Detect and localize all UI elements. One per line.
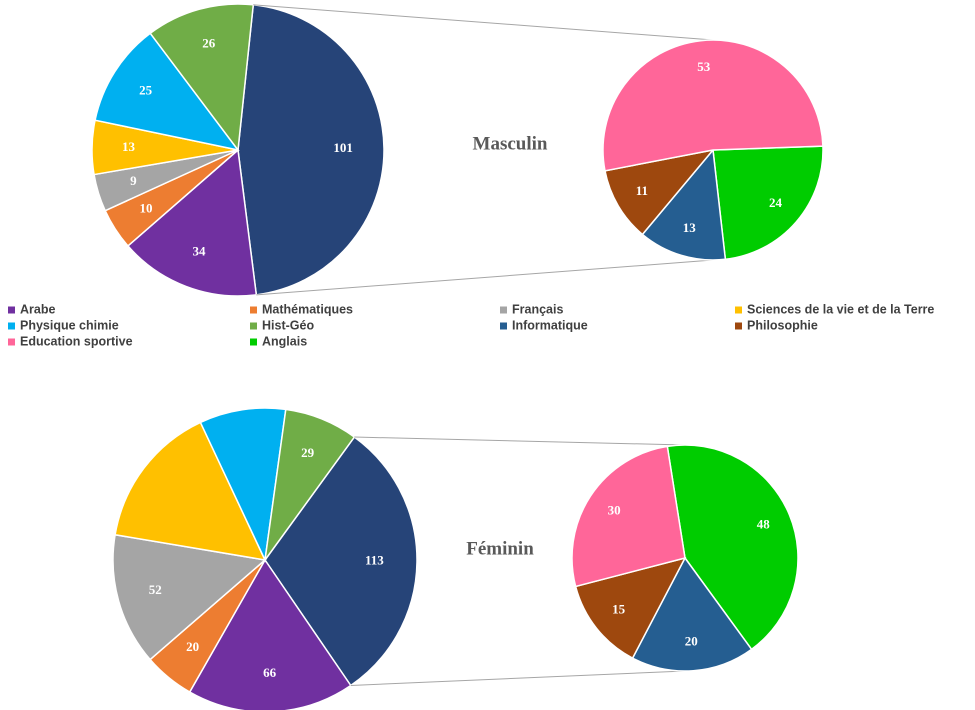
chart-title: Masculin [473,133,548,154]
legend-swatch [250,338,257,346]
data-label: 24 [769,195,783,210]
pie-slice [264,408,356,561]
connector [253,4,714,41]
legend-swatch [8,306,15,314]
data-label: 30 [608,503,621,518]
data-label: 101 [333,140,353,155]
legend-swatch [8,338,15,346]
connector [256,259,714,296]
pie-slice [237,3,385,296]
legend-swatch [8,322,15,330]
legend-label: Arabe [20,302,55,316]
legend-swatch [500,322,507,330]
data-label: 13 [683,220,697,235]
legend-label: Sciences de la vie et de la Terre [747,302,934,316]
pie-slice [199,407,287,563]
data-label: 15 [612,602,626,617]
legend-swatch [250,306,257,314]
pie-slice [712,145,824,261]
chart-title: Féminin [466,538,534,559]
pie-slice [631,556,753,672]
pie-slice [112,533,267,661]
data-label: 52 [149,582,162,597]
legend-label: Physique chimie [20,318,119,332]
legend-label: Hist-Géo [262,318,314,332]
legend-label: Anglais [262,334,307,348]
legend-label: Mathématiques [262,302,353,316]
data-label: 34 [193,243,207,258]
data-label: 11 [636,183,648,198]
data-label: 20 [685,634,698,649]
pie-slice [574,556,687,660]
pie-slice [149,3,255,152]
data-label: 13 [122,139,136,154]
pie-slice [114,421,267,561]
data-label: 10 [139,200,152,215]
data-label: 66 [263,665,277,680]
pie-slice [641,148,727,261]
legend-swatch [735,322,742,330]
pie-slice [602,39,824,172]
pie-slice [94,32,240,152]
legend-swatch [735,306,742,314]
data-label: 9 [130,173,137,188]
data-label: 113 [365,553,384,568]
legend-label: Education sportive [20,334,133,348]
pie-slice [188,558,352,710]
data-label: 25 [139,82,153,97]
pie-slice [126,148,258,297]
legend-label: Philosophie [747,318,818,332]
connector [354,436,686,446]
legend-swatch [250,322,257,330]
legend-swatch [500,306,507,314]
legend-label: Informatique [512,318,588,332]
pie-slice [571,445,686,588]
data-label: 53 [697,59,711,74]
data-label: 26 [202,35,216,50]
data-label: 48 [757,516,771,531]
pie-slice [264,435,418,687]
data-label: 20 [186,639,199,654]
data-label: 29 [301,445,315,460]
connector [350,670,686,686]
legend-label: Français [512,302,563,316]
pie-slice [666,444,799,651]
pie-slice [604,148,715,236]
